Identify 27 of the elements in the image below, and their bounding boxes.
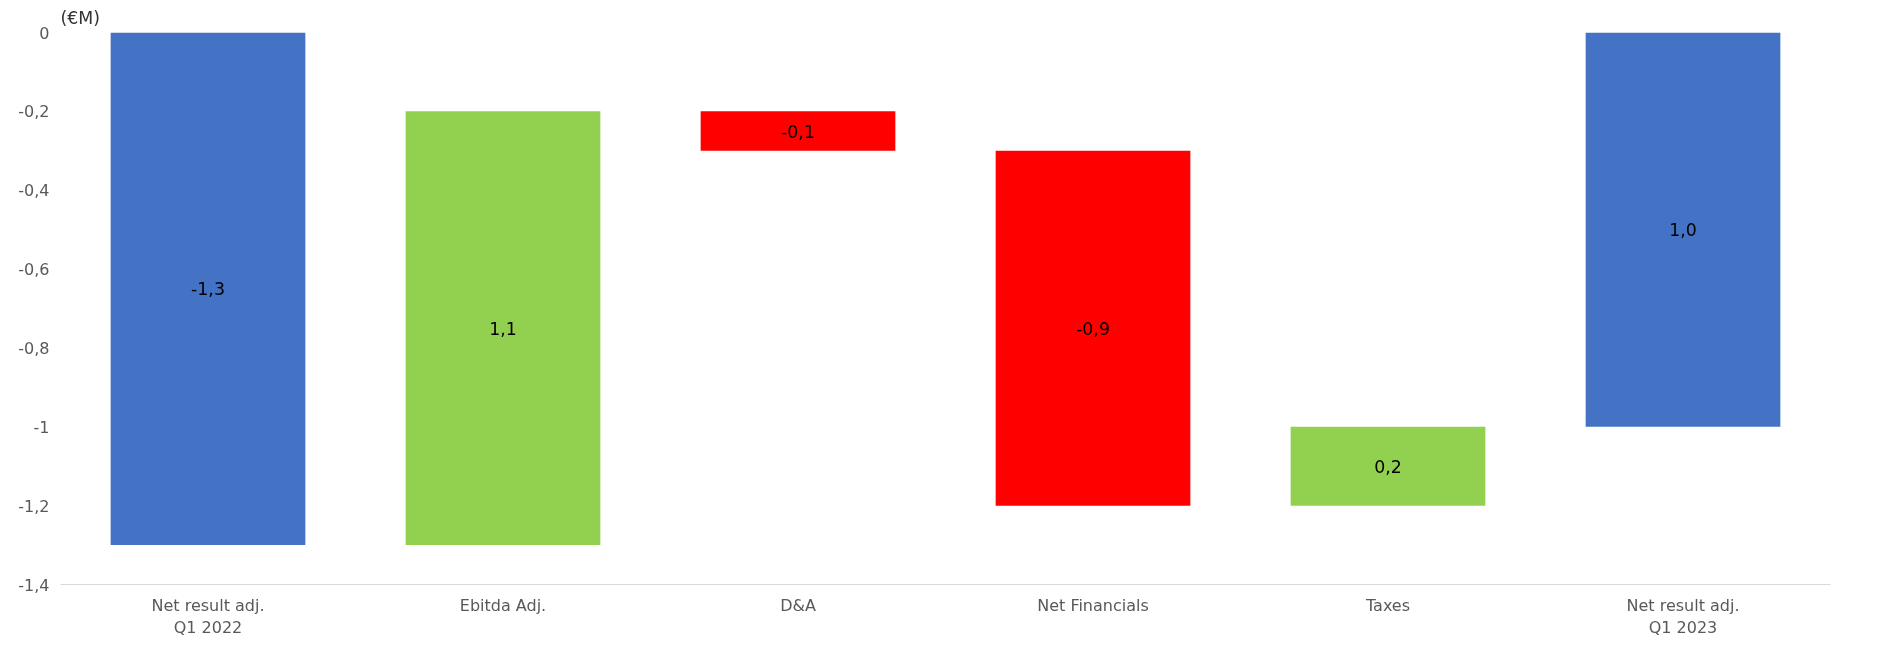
x-tick-label: Net result adj. Q1 2023: [1626, 595, 1740, 638]
bar: [405, 111, 601, 546]
bar: [1585, 32, 1781, 427]
y-tick-label: 0: [39, 23, 50, 43]
y-tick-label: -1,2: [18, 496, 50, 516]
y-tick-label: -0,6: [18, 260, 50, 280]
x-tick-label: Net Financials: [1037, 595, 1149, 615]
data-label: 1,0: [1669, 220, 1697, 241]
y-tick-label: -0,2: [18, 102, 50, 122]
bar: [1290, 426, 1486, 506]
bar: [700, 111, 896, 151]
y-tick-label: -0,4: [18, 181, 50, 201]
y-tick-label: -1,4: [18, 575, 50, 595]
x-tick-label: D&A: [780, 595, 816, 615]
y-tick-label: -1: [33, 417, 50, 437]
x-tick-label: Ebitda Adj.: [459, 595, 547, 615]
bar: [110, 32, 306, 546]
data-label: 0,2: [1374, 456, 1402, 477]
data-label: -0,1: [781, 121, 815, 142]
data-label: -1,3: [191, 279, 225, 300]
y-axis-title: (€M): [60, 7, 100, 28]
bar: [995, 150, 1191, 506]
data-label: 1,1: [489, 318, 517, 339]
x-tick-label: Net result adj. Q1 2022: [151, 595, 265, 638]
data-label: -0,9: [1076, 318, 1110, 339]
x-tick-label: Taxes: [1364, 595, 1411, 615]
y-tick-label: -0,8: [18, 338, 50, 358]
